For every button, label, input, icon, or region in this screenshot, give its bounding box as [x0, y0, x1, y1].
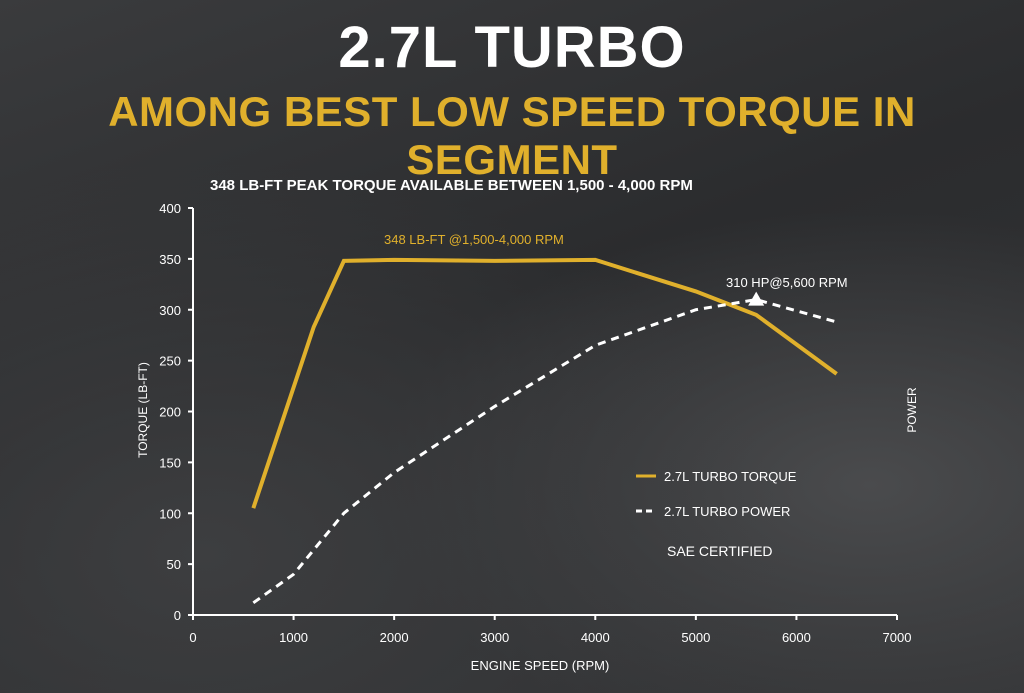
axes — [192, 208, 897, 616]
subtitle: AMONG BEST LOW SPEED TORQUE IN SEGMENT — [108, 88, 916, 183]
main-title: 2.7L TURBO — [338, 15, 686, 80]
torque-line — [251, 257, 838, 509]
y-tick-label: 350 — [159, 252, 181, 267]
y-tick-label: 250 — [159, 354, 181, 369]
y-tick-label: 150 — [159, 455, 181, 470]
x-tick-label: 4000 — [581, 630, 610, 645]
x-tick-label: 5000 — [681, 630, 710, 645]
sae-certified-label: SAE CERTIFIED — [667, 543, 773, 559]
legend-power-label: 2.7L TURBO POWER — [664, 504, 790, 519]
y-tick-label: 0 — [174, 608, 181, 623]
y2-axis-label: POWER — [905, 387, 919, 433]
y-axis-label: TORQUE (LB-FT) — [136, 362, 150, 458]
y-tick-label: 100 — [159, 506, 181, 521]
y-tick-label: 300 — [159, 303, 181, 318]
x-axis-label: ENGINE SPEED (RPM) — [471, 658, 610, 673]
x-tick-label: 6000 — [782, 630, 811, 645]
chart-title: 348 LB-FT PEAK TORQUE AVAILABLE BETWEEN … — [210, 177, 693, 194]
power-line — [252, 298, 838, 605]
x-tick-label: 1000 — [279, 630, 308, 645]
x-tick-label: 7000 — [883, 630, 912, 645]
x-tick-label: 2000 — [380, 630, 409, 645]
y-tick-label: 200 — [159, 405, 181, 420]
y-tick-label: 400 — [159, 201, 181, 216]
power-peak-annotation: 310 HP@5,600 RPM — [726, 275, 848, 290]
peak-power-triangle-marker — [748, 291, 765, 306]
torque-peak-annotation: 348 LB-FT @1,500-4,000 RPM — [384, 232, 564, 247]
x-tick-label: 0 — [189, 630, 196, 645]
legend-torque-label: 2.7L TURBO TORQUE — [664, 469, 797, 484]
legend: 2.7L TURBO TORQUE 2.7L TURBO POWER SAE C… — [636, 469, 797, 559]
x-tick-label: 3000 — [480, 630, 509, 645]
y-tick-label: 50 — [167, 557, 181, 572]
